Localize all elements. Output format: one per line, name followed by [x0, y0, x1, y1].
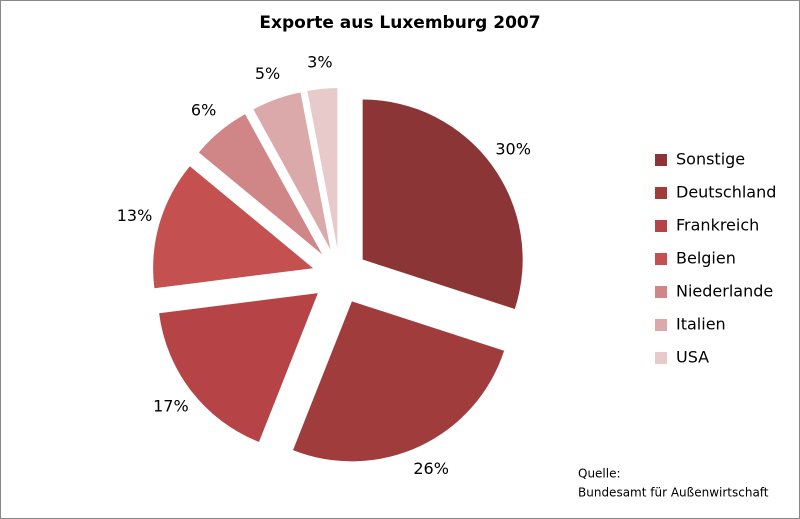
- legend-label: USA: [676, 348, 709, 367]
- legend-swatch: [655, 220, 667, 232]
- data-label: 13%: [117, 206, 153, 225]
- data-label: 3%: [307, 52, 332, 71]
- legend-label: Niederlande: [676, 282, 773, 301]
- pie-slice: [253, 92, 331, 250]
- data-label: 6%: [191, 101, 216, 120]
- legend-swatch: [655, 352, 667, 364]
- data-label: 30%: [495, 140, 531, 159]
- pie-slice: [153, 166, 314, 289]
- legend-label: Italien: [676, 315, 726, 334]
- legend-swatch: [655, 253, 667, 265]
- legend-label: Belgien: [676, 249, 736, 268]
- pie-slice: [159, 293, 318, 442]
- legend-swatch: [655, 319, 667, 331]
- pie-slice: [293, 301, 505, 462]
- pie-slice: [198, 114, 323, 255]
- data-label: 17%: [153, 397, 189, 416]
- data-label: 5%: [255, 64, 280, 83]
- legend-swatch: [655, 286, 667, 298]
- source-note: Quelle:: [578, 467, 621, 481]
- source-note: Bundesamt für Außenwirtschaft: [578, 486, 769, 500]
- pie-slice: [362, 99, 523, 309]
- pie-slice: [307, 88, 338, 249]
- data-label: 26%: [413, 459, 449, 478]
- legend-label: Frankreich: [676, 216, 759, 235]
- legend-label: Deutschland: [676, 183, 776, 202]
- legend-label: Sonstige: [676, 150, 745, 169]
- legend-swatch: [655, 154, 667, 166]
- legend-swatch: [655, 187, 667, 199]
- chart-title: Exporte aus Luxemburg 2007: [259, 13, 540, 33]
